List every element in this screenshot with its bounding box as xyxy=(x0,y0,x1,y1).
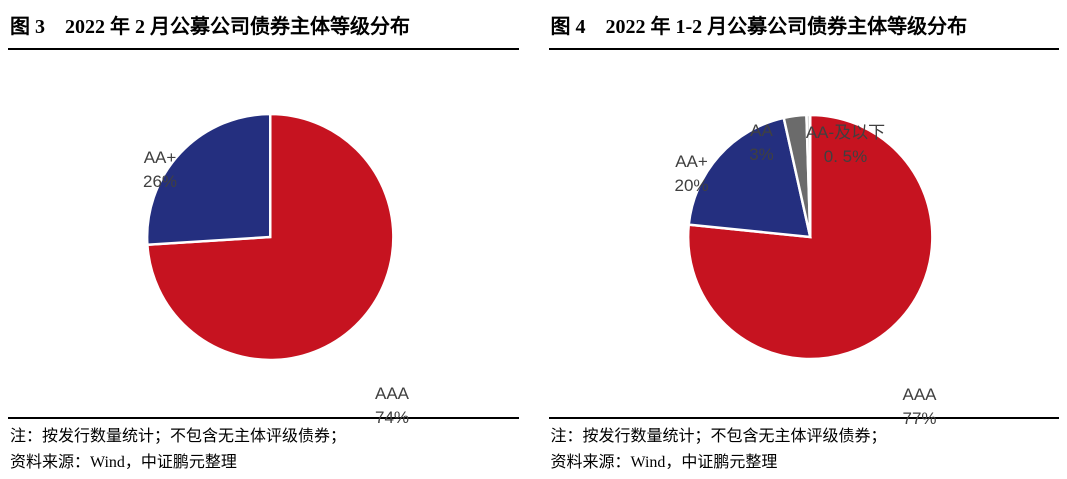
figure-title: 图 4 2022 年 1-2 月公募公司债券主体等级分布 xyxy=(548,0,1059,50)
data-label-aa: AA 3% xyxy=(749,119,774,167)
data-label-aa-plus: AA+ 20% xyxy=(674,150,708,198)
figure-number-label: 图 3 xyxy=(10,16,45,38)
pie-chart-svg xyxy=(145,112,395,362)
footnote-line-1: 注：按发行数量统计；不包含无主体评级债券； xyxy=(10,428,347,445)
figure-number-label: 图 4 xyxy=(550,16,586,38)
footnote-line-2: 资料来源：Wind，中证鹏元整理 xyxy=(550,453,778,471)
data-label-percent: 0. 5% xyxy=(823,147,868,166)
data-label-category: AA xyxy=(750,121,773,141)
data-label-percent: 26% xyxy=(142,172,178,191)
pie-slice-AA-及以下 xyxy=(804,113,812,238)
data-label-percent: 77% xyxy=(902,409,937,428)
data-label-category: AA+ xyxy=(143,148,177,168)
data-label-category: AA+ xyxy=(675,152,708,172)
footnote-line-2: 资料来源：Wind，中证鹏元整理 xyxy=(10,453,237,471)
data-label-category: AA-及以下 xyxy=(805,123,886,143)
figure-panel-4: 图 4 2022 年 1-2 月公募公司债券主体等级分布 AA+ 20% AA 3… xyxy=(548,0,1060,479)
data-label-aa-plus: AA+ 26% xyxy=(143,146,177,194)
data-label-aaa: AAA 74% xyxy=(375,382,409,430)
pie-chart-jan-feb: AA+ 20% AA 3% AA-及以下 0. 5% AAA 77% xyxy=(549,50,1060,428)
figure-title-text: 2022 年 2 月公募公司债券主体等级分布 xyxy=(65,16,410,38)
figure-footnote: 注：按发行数量统计；不包含无主体评级债券； 资料来源：Wind，中证鹏元整理 xyxy=(548,417,1059,479)
figure-panel-3: 图 3 2022 年 2 月公募公司债券主体等级分布 AA+ 26% AAA 74… xyxy=(8,0,519,479)
data-label-category: AAA xyxy=(374,384,410,404)
pie-chart-feb: AA+ 26% AAA 74% xyxy=(8,50,519,427)
data-label-percent: 3% xyxy=(749,145,774,164)
data-label-category: AAA xyxy=(902,385,937,405)
data-label-aaa: AAA 77% xyxy=(902,383,936,431)
figure-footnote: 注：按发行数量统计；不包含无主体评级债券； 资料来源：Wind，中证鹏元整理 xyxy=(8,417,519,479)
data-label-aa-minus-below: AA-及以下 0. 5% xyxy=(806,121,885,169)
pie-chart-svg xyxy=(686,113,934,361)
footnote-line-1: 注：按发行数量统计；不包含无主体评级债券； xyxy=(550,428,887,445)
pie-slice-AA+ xyxy=(686,116,812,239)
pie-slice-AA+ xyxy=(145,112,272,247)
figure-title-text: 2022 年 1-2 月公募公司债券主体等级分布 xyxy=(605,16,968,38)
data-label-percent: 74% xyxy=(374,408,410,427)
data-label-percent: 20% xyxy=(674,176,709,195)
figure-title: 图 3 2022 年 2 月公募公司债券主体等级分布 xyxy=(8,0,519,50)
